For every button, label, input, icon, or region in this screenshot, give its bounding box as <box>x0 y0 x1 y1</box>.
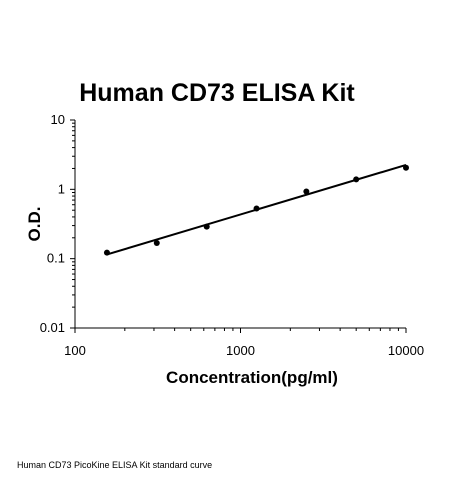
y-tick-label: 0.01 <box>40 320 65 335</box>
data-point <box>403 164 409 171</box>
x-axis-label: Concentration(pg/ml) <box>166 368 338 387</box>
axes <box>74 120 406 329</box>
y-tick-label: 0.1 <box>47 251 65 266</box>
x-tick-label: 10000 <box>388 343 424 358</box>
chart-title: Human CD73 ELISA Kit <box>79 79 355 107</box>
y-tick-label: 1 <box>58 181 65 196</box>
y-axis-label: O.D. <box>25 207 44 242</box>
data-point <box>253 205 260 212</box>
plot-area <box>103 163 409 256</box>
data-point <box>353 176 360 183</box>
y-tick-label: 10 <box>51 112 65 127</box>
data-point <box>153 240 160 247</box>
data-point <box>303 188 310 195</box>
x-tick-label: 1000 <box>226 343 255 358</box>
data-point <box>103 249 110 256</box>
data-point <box>203 223 210 230</box>
x-tick-label: 100 <box>64 343 86 358</box>
figure-caption: Human CD73 PicoKine ELISA Kit standard c… <box>17 460 213 470</box>
ticks: 0.01 0.1 1 10 100 1000 10000 <box>40 112 424 358</box>
